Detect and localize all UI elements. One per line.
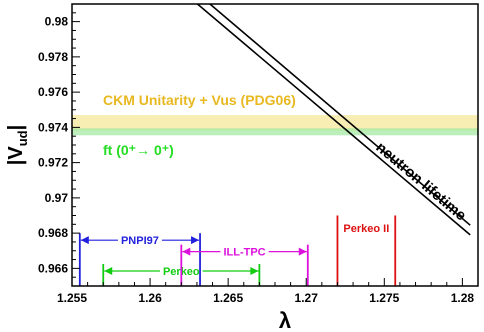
measurement-1-arrowhead-right xyxy=(250,267,259,276)
measurement-0-label: PNPI97 xyxy=(121,235,159,247)
x-tick-label: 1.275 xyxy=(369,291,399,305)
y-tick-label: 0.97 xyxy=(45,191,69,205)
x-tick-label: 1.26 xyxy=(138,291,162,305)
annotations-layer: CKM Unitarity + Vus (PDG06) ft (0⁺→ 0⁺) ne… xyxy=(103,92,469,224)
y-axis-title-bar: | xyxy=(5,125,27,131)
x-axis-title: λ xyxy=(279,308,291,332)
y-tick-label: 0.98 xyxy=(45,15,69,29)
y-tick-label: 0.972 xyxy=(38,156,68,170)
measurement-1-arrowhead-left xyxy=(104,267,113,276)
x-tick-label: 1.28 xyxy=(451,291,475,305)
y-tick-label: 0.966 xyxy=(38,261,68,275)
curves-layer xyxy=(196,4,471,236)
band-1 xyxy=(72,128,478,136)
band-label-ft: ft (0⁺→ 0⁺) xyxy=(103,142,174,158)
measurement-2-arrowhead-right xyxy=(298,247,307,256)
y-tick-label: 0.978 xyxy=(38,50,68,64)
y-tick-label: 0.974 xyxy=(38,120,68,134)
labels-layer: λ |Vud| xyxy=(5,125,291,332)
y-axis-title-main: |V xyxy=(5,146,27,166)
y-axis-title-sub: ud xyxy=(15,130,30,146)
x-tick-label: 1.27 xyxy=(295,291,319,305)
measurement-0-arrowhead-left xyxy=(80,236,89,245)
measurement-2-arrowhead-left xyxy=(182,247,191,256)
band-label-ckm: CKM Unitarity + Vus (PDG06) xyxy=(103,92,296,108)
bands-layer xyxy=(72,115,478,136)
measurement-3-label: Perkeo II xyxy=(343,223,389,235)
ticks-layer: 1.255 1.26 1.265 1.27 1.275 1.28 0.966 0.968 0.9… xyxy=(38,3,479,305)
y-tick-label: 0.968 xyxy=(38,226,68,240)
neutron-lifetime-label: neutron lifetime xyxy=(372,139,469,225)
measurement-2-label: ILL-TPC xyxy=(223,247,265,259)
measurement-0-arrowhead-right xyxy=(191,236,200,245)
lifetime-line-1 xyxy=(208,4,471,226)
y-axis-title: |Vud| xyxy=(5,125,30,165)
lifetime-line-0 xyxy=(196,4,471,236)
x-tick-label: 1.255 xyxy=(57,291,87,305)
y-tick-label: 0.976 xyxy=(38,85,68,99)
band-0 xyxy=(72,115,478,131)
x-tick-label: 1.265 xyxy=(213,291,243,305)
